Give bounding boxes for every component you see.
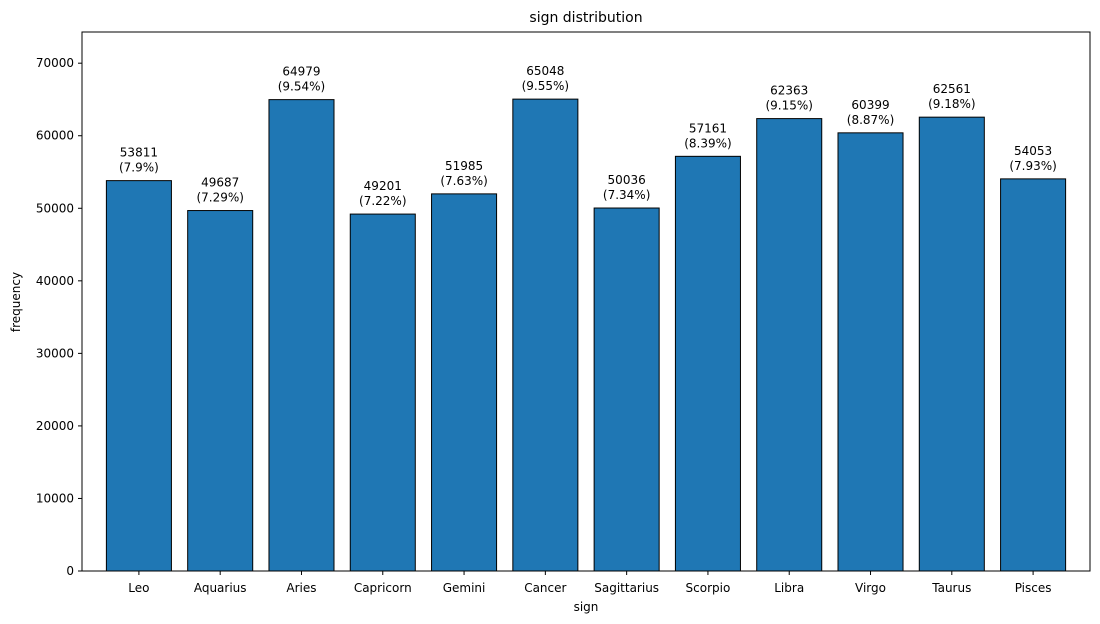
y-tick-label: 30000 xyxy=(36,346,74,360)
x-axis-label: sign xyxy=(574,600,599,614)
data-label-value: 54053 xyxy=(1014,144,1052,158)
bars-group: 53811(7.9%) 49687(7.29%) 64979(9.54%) 49201… xyxy=(105,64,1067,572)
bar-aries xyxy=(268,99,335,572)
chart-title: sign distribution xyxy=(529,10,642,26)
y-tick-label: 40000 xyxy=(36,274,74,288)
x-tick-label: Virgo xyxy=(855,581,886,595)
bar-capricorn xyxy=(349,213,416,572)
data-label-percent: (9.55%) xyxy=(522,79,569,93)
bar-taurus xyxy=(918,116,985,572)
data-label-percent: (7.63%) xyxy=(440,174,487,188)
data-label-value: 62561 xyxy=(933,82,971,96)
bar-aquarius xyxy=(187,210,254,572)
data-label-value: 50036 xyxy=(608,173,646,187)
data-label-percent: (9.18%) xyxy=(928,97,975,111)
y-tick-label: 10000 xyxy=(36,491,74,505)
y-axis-ticks: 0 10000 20000 30000 40000 50000 60000 70000 xyxy=(36,56,82,578)
data-label-value: 62363 xyxy=(770,84,808,98)
data-label-value: 65048 xyxy=(526,64,564,78)
data-label-percent: (8.87%) xyxy=(847,113,894,127)
bar-cancer xyxy=(512,98,579,572)
x-axis-ticks: Leo Aquarius Aries Capricorn Gemini Cancer Sag… xyxy=(128,571,1051,595)
y-tick-label: 50000 xyxy=(36,201,74,215)
data-label-percent: (8.39%) xyxy=(684,136,731,150)
data-label-percent: (7.34%) xyxy=(603,188,650,202)
x-tick-label: Taurus xyxy=(931,581,971,595)
x-tick-label: Leo xyxy=(128,581,149,595)
x-tick-label: Aries xyxy=(286,581,316,595)
x-tick-label: Aquarius xyxy=(194,581,247,595)
y-tick-label: 20000 xyxy=(36,419,74,433)
data-label-percent: (7.29%) xyxy=(196,191,243,205)
bar-scorpio xyxy=(674,155,741,572)
x-tick-label: Scorpio xyxy=(686,581,731,595)
data-label-percent: (7.22%) xyxy=(359,194,406,208)
x-tick-label: Sagittarius xyxy=(594,581,659,595)
x-tick-label: Gemini xyxy=(443,581,486,595)
data-label-value: 53811 xyxy=(120,146,158,160)
bar-libra xyxy=(756,118,823,572)
data-label-percent: (9.54%) xyxy=(278,80,325,94)
y-tick-label: 0 xyxy=(66,564,74,578)
data-label-percent: (7.93%) xyxy=(1009,159,1056,173)
x-tick-label: Cancer xyxy=(524,581,566,595)
x-tick-label: Pisces xyxy=(1015,581,1052,595)
bar-leo xyxy=(105,180,172,572)
bar-pisces xyxy=(1000,178,1067,572)
data-label-value: 51985 xyxy=(445,159,483,173)
x-tick-label: Libra xyxy=(774,581,804,595)
data-label-value: 49201 xyxy=(364,179,402,193)
bar-virgo xyxy=(837,132,904,572)
data-label-value: 57161 xyxy=(689,121,727,135)
y-axis-label: frequency xyxy=(9,272,23,332)
data-label-value: 60399 xyxy=(851,98,889,112)
y-tick-label: 60000 xyxy=(36,129,74,143)
data-label-percent: (7.9%) xyxy=(119,161,159,175)
bar-sagittarius xyxy=(593,207,660,572)
x-tick-label: Capricorn xyxy=(354,581,412,595)
data-label-percent: (9.15%) xyxy=(765,99,812,113)
data-label-value: 49687 xyxy=(201,176,239,190)
data-label-value: 64979 xyxy=(282,65,320,79)
plot-frame xyxy=(81,31,1091,572)
y-tick-label: 70000 xyxy=(36,56,74,70)
bar-gemini xyxy=(431,193,498,572)
